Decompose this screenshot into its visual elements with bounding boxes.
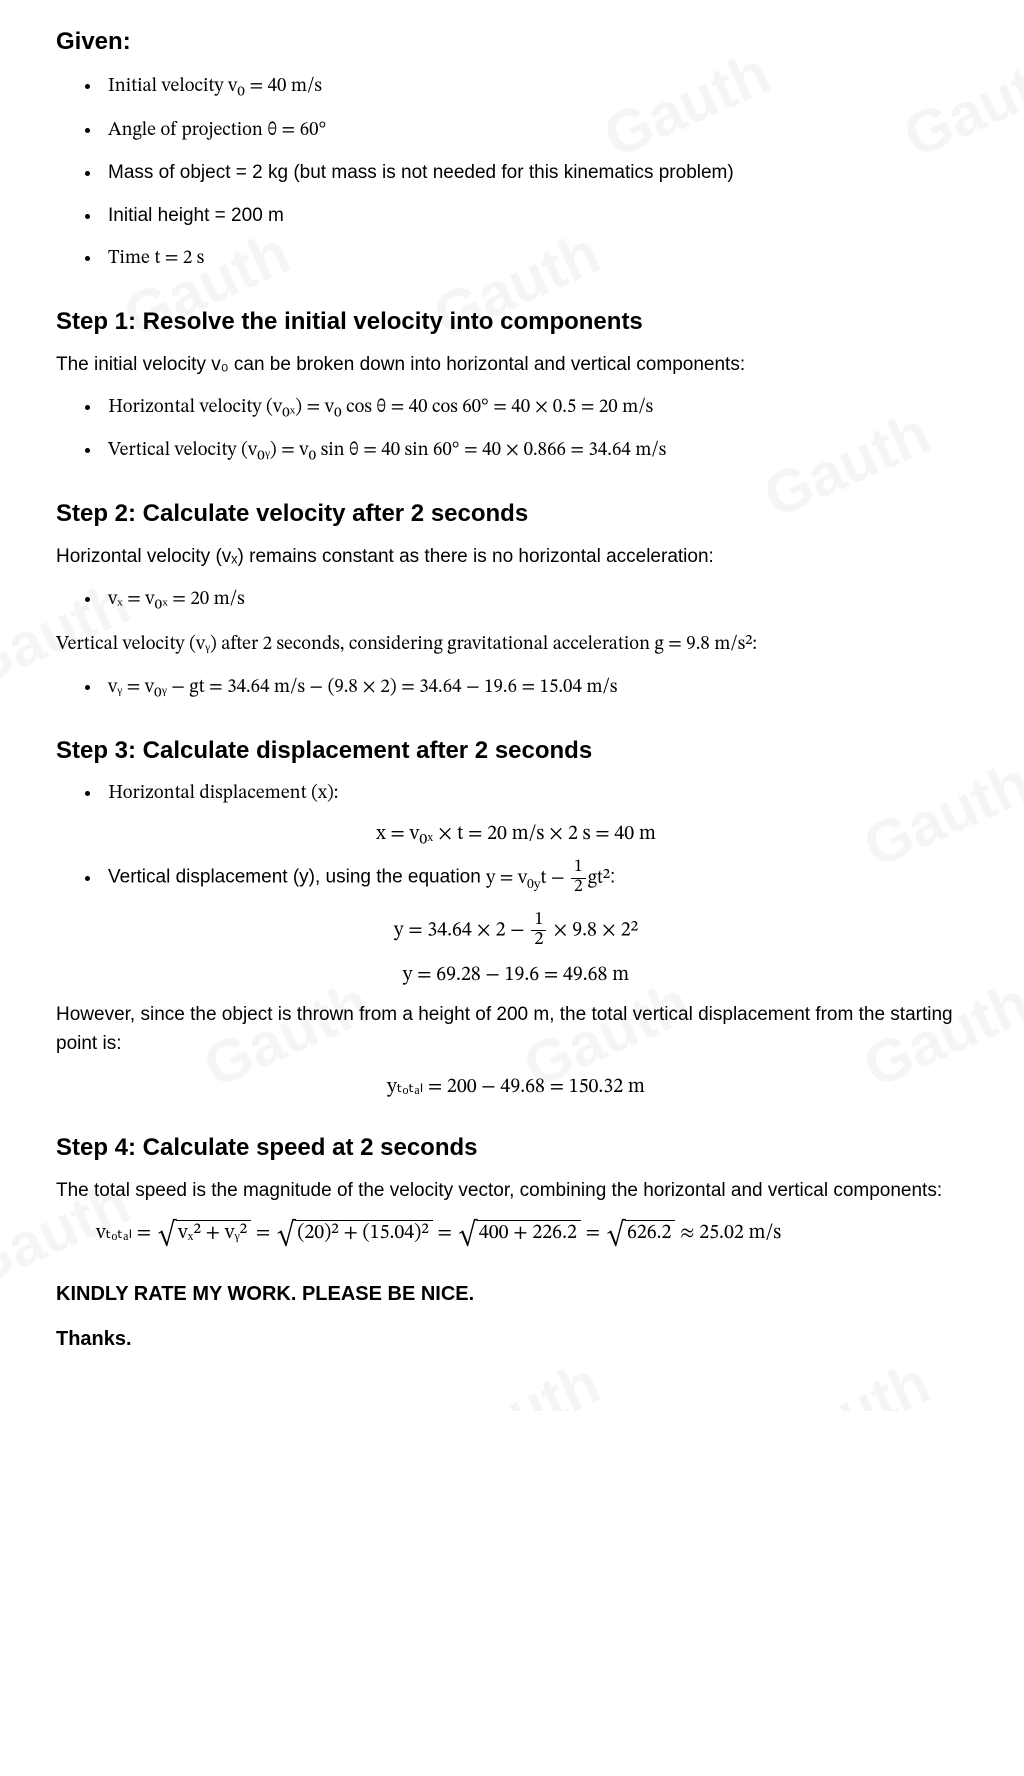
given-item: Initial velocity v₀ = 40 m/s [102,72,976,102]
given-item: Time t = 2 s [102,244,976,274]
given-item: Mass of object = 2 kg (but mass is not n… [102,159,976,188]
step3-item-h: Horizontal displacement (x): [102,779,976,809]
thanks-line: Thanks. [56,1328,976,1351]
eq-y-form: y = v0yt − 12gt² [486,869,610,888]
given-heading: Given: [56,28,976,56]
step3-item-v-suffix: : [610,867,615,888]
given-item: Initial height = 200 m [102,202,976,231]
step3-item-v-prefix: Vertical displacement (y), using the equ… [108,867,486,888]
step2-list-v: vᵧ = v₀ᵧ − gt = 34.64 m/s − (9.8 × 2) = … [56,673,976,703]
step2-list-h: vₓ = v₀ₓ = 20 m/s [56,585,976,615]
step1-intro: The initial velocity v₀ can be broken do… [56,350,976,379]
given-list: Initial velocity v₀ = 40 m/s Angle of pr… [56,72,976,274]
step3-list-v: Vertical displacement (y), using the equ… [56,859,976,897]
eq-vtotal: vₜₒₜₐₗ = √vₓ² + vᵧ² = √(20)² + (15.04)² … [56,1219,976,1249]
eq-y1: y = 34.64 × 2 − 12 × 9.8 × 2² [56,911,976,951]
eq-ytotal: yₜₒₜₐₗ = 200 − 49.68 = 150.32 m [56,1073,976,1100]
step2-intro-vertical: Vertical velocity (vᵧ) after 2 seconds, … [56,629,976,659]
given-item: Angle of projection θ = 60° [102,116,976,146]
step3-list: Horizontal displacement (x): [56,779,976,809]
step2-heading: Step 2: Calculate velocity after 2 secon… [56,500,976,528]
step3-heading: Step 3: Calculate displacement after 2 s… [56,737,976,765]
eq-x: x = v₀ₓ × t = 20 m/s × 2 s = 40 m [56,822,976,847]
step1-heading: Step 1: Resolve the initial velocity int… [56,308,976,336]
step3-item-v: Vertical displacement (y), using the equ… [102,859,976,897]
eq-y2: y = 69.28 − 19.6 = 49.68 m [56,963,976,988]
step1-item: Horizontal velocity (v₀ₓ) = v₀ cos θ = 4… [102,393,976,423]
rate-line: KINDLY RATE MY WORK. PLEASE BE NICE. [56,1283,976,1306]
step1-list: Horizontal velocity (v₀ₓ) = v₀ cos θ = 4… [56,393,976,466]
step4-intro: The total speed is the magnitude of the … [56,1176,976,1205]
step2-item-h: vₓ = v₀ₓ = 20 m/s [102,585,976,615]
step1-item: Vertical velocity (v₀ᵧ) = v₀ sin θ = 40 … [102,436,976,466]
step3-however: However, since the object is thrown from… [56,1000,976,1059]
step4-heading: Step 4: Calculate speed at 2 seconds [56,1134,976,1162]
step2-item-v: vᵧ = v₀ᵧ − gt = 34.64 m/s − (9.8 × 2) = … [102,673,976,703]
step2-intro-horizontal: Horizontal velocity (vₓ) remains constan… [56,542,976,571]
